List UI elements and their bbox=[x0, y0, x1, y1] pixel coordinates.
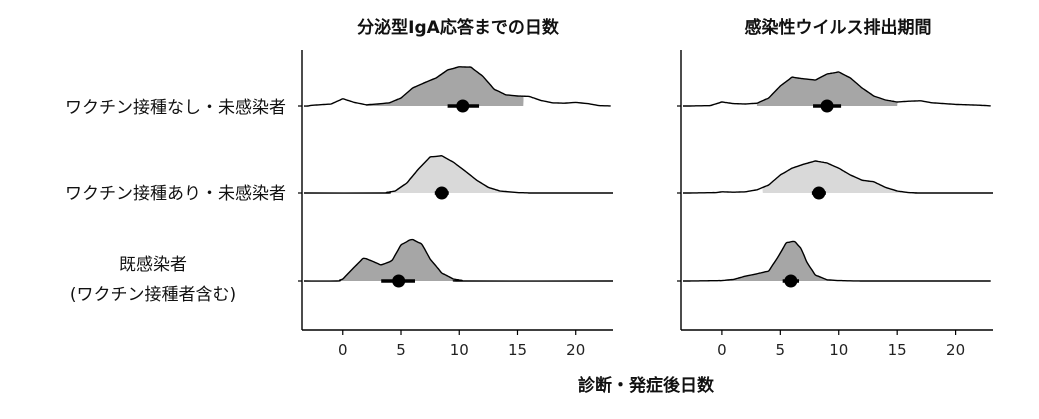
x-tick-label-0-0: 0 bbox=[338, 341, 348, 359]
panel-virus-shedding: 0 5 10 15 20 bbox=[677, 50, 993, 359]
row-label-unvaccinated: ワクチン接種なし・未感染者 bbox=[65, 98, 286, 118]
ridge-outline-1-1 bbox=[683, 160, 993, 194]
ridge-fill-1-2 bbox=[727, 241, 839, 281]
x-tick-label-1-3: 15 bbox=[888, 341, 907, 359]
x-axis-label: 診断・発症後日数 bbox=[578, 375, 715, 396]
ridge-fill-0-1 bbox=[383, 155, 536, 194]
ridge-outline-0-0 bbox=[303, 66, 611, 107]
ridge-fill-1-1 bbox=[762, 160, 910, 193]
ridge-outline-0-2 bbox=[303, 238, 614, 282]
x-tick-label-0-1: 5 bbox=[396, 341, 406, 359]
row-label-vaccinated: ワクチン接種あり・未感染者 bbox=[65, 184, 286, 204]
panel-2-title: 感染性ウイルス排出期間 bbox=[745, 17, 932, 38]
panel-secretory-iga: 0 5 10 15 20 bbox=[298, 50, 614, 359]
ridge-fill-0-2 bbox=[336, 239, 466, 282]
row-label-prior-infection: 既感染者 bbox=[119, 255, 187, 275]
x-tick-label-1-4: 20 bbox=[946, 341, 965, 359]
x-tick-label-0-2: 10 bbox=[450, 341, 469, 359]
ridge-fill-1-0 bbox=[756, 71, 898, 106]
point-estimate-0-2 bbox=[392, 274, 406, 288]
ridge-outline-1-2 bbox=[683, 240, 991, 282]
ridge-outline-0-1 bbox=[303, 155, 613, 194]
point-estimate-1-1 bbox=[812, 186, 826, 200]
x-tick-label-1-1: 5 bbox=[776, 341, 786, 359]
x-tick-label-0-3: 15 bbox=[508, 341, 527, 359]
row-label-prior-infection-note: (ワクチン接種者含む) bbox=[70, 285, 236, 305]
point-estimate-1-2 bbox=[784, 274, 798, 288]
x-tick-label-1-2: 10 bbox=[829, 341, 848, 359]
point-estimate-0-0 bbox=[456, 99, 470, 113]
point-estimate-1-0 bbox=[820, 99, 834, 113]
panel-1-title: 分泌型IgA応答までの日数 bbox=[357, 17, 560, 38]
ridge-outline-1-0 bbox=[683, 71, 991, 107]
point-estimate-0-1 bbox=[435, 186, 449, 200]
ridge-fill-0-0 bbox=[365, 66, 524, 106]
x-tick-label-1-0: 0 bbox=[717, 341, 727, 359]
x-tick-label-0-4: 20 bbox=[566, 341, 585, 359]
